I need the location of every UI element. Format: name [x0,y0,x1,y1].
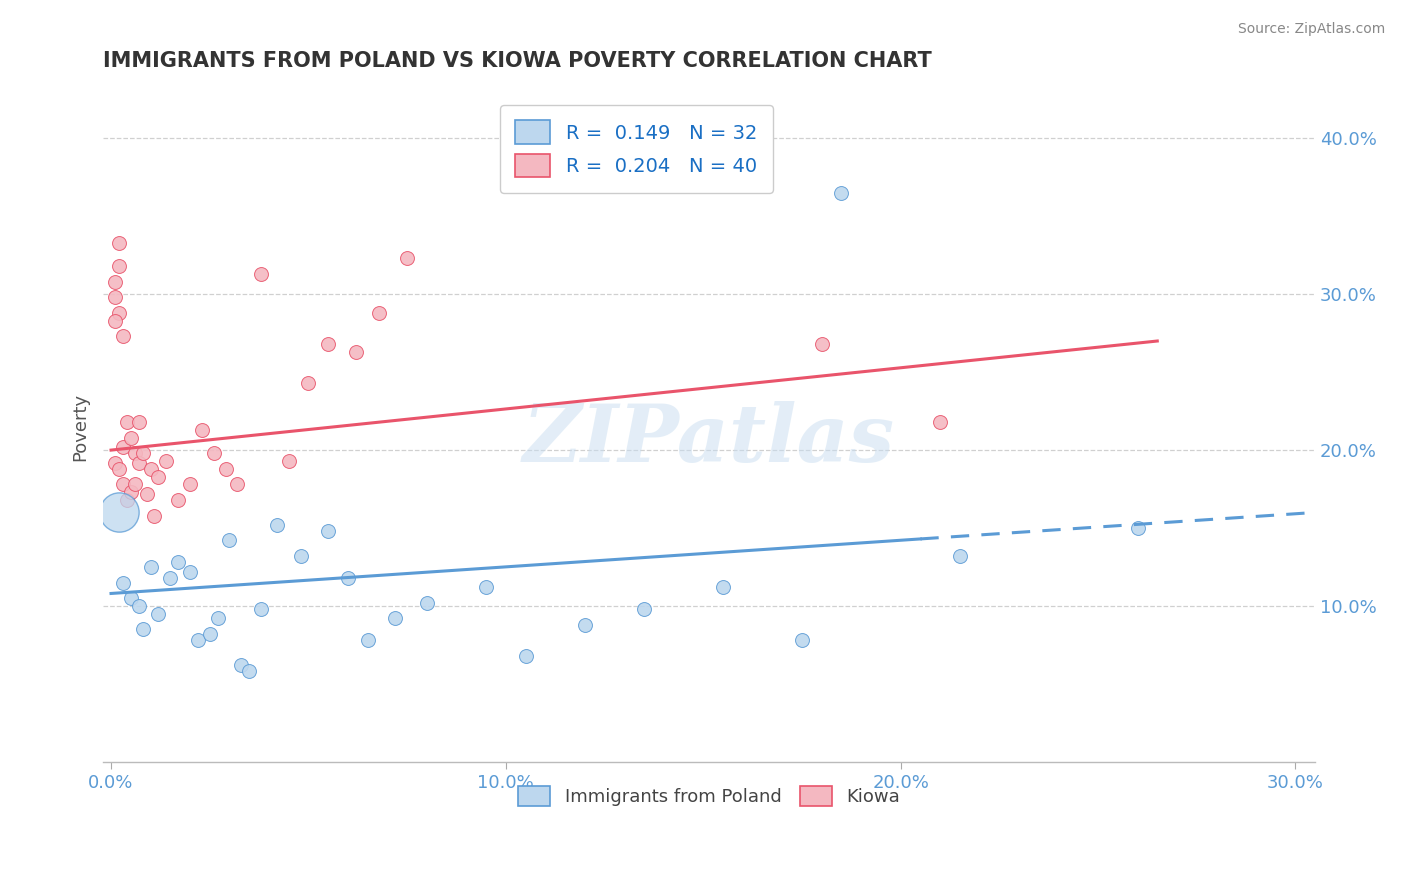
Point [290,549,312,563]
Point [344,345,367,359]
Point [226,477,249,491]
Point [115,493,138,508]
Point [250,602,273,616]
Point [316,337,339,351]
Point [633,602,655,616]
Point [384,611,406,625]
Point [104,456,127,470]
Point [277,454,299,468]
Point [167,555,190,569]
Point [128,415,150,429]
Point [515,648,537,663]
Point [108,306,131,320]
Point [139,462,162,476]
Point [250,267,273,281]
Point [929,415,952,429]
Point [356,633,378,648]
Point [368,306,391,320]
Point [128,456,150,470]
Point [104,275,127,289]
Point [108,259,131,273]
Point [124,446,146,460]
Text: ZIPatlas: ZIPatlas [523,401,896,479]
Point [574,617,596,632]
Point [711,580,734,594]
Point [1126,521,1149,535]
Point [159,571,181,585]
Point [131,446,153,460]
Point [111,440,134,454]
Point [790,633,813,648]
Point [218,533,240,548]
Point [297,376,319,390]
Point [202,446,225,460]
Point [475,580,498,594]
Point [238,665,260,679]
Point [115,415,138,429]
Point [396,252,419,266]
Point [336,571,359,585]
Point [143,508,166,523]
Point [810,337,832,351]
Point [191,423,214,437]
Point [108,462,131,476]
Point [187,633,209,648]
Point [111,575,134,590]
Point [120,591,142,606]
Point [316,524,339,538]
Point [179,565,201,579]
Point [108,235,131,250]
Point [179,477,201,491]
Y-axis label: Poverty: Poverty [72,392,89,461]
Point [214,462,236,476]
Point [128,599,150,613]
Point [104,290,127,304]
Point [148,607,170,621]
Point [148,469,170,483]
Text: Source: ZipAtlas.com: Source: ZipAtlas.com [1237,22,1385,37]
Point [108,505,131,519]
Point [207,611,229,625]
Point [120,485,142,500]
Point [266,517,288,532]
Point [104,314,127,328]
Point [416,596,439,610]
Point [124,477,146,491]
Point [155,454,177,468]
Point [830,186,852,200]
Point [949,549,972,563]
Point [131,623,153,637]
Point [135,487,157,501]
Point [231,658,253,673]
Point [111,329,134,343]
Point [139,560,162,574]
Point [111,477,134,491]
Legend: Immigrants from Poland, Kiowa: Immigrants from Poland, Kiowa [510,779,908,813]
Text: IMMIGRANTS FROM POLAND VS KIOWA POVERTY CORRELATION CHART: IMMIGRANTS FROM POLAND VS KIOWA POVERTY … [103,51,932,70]
Point [167,493,190,508]
Point [120,431,142,445]
Point [198,627,221,641]
